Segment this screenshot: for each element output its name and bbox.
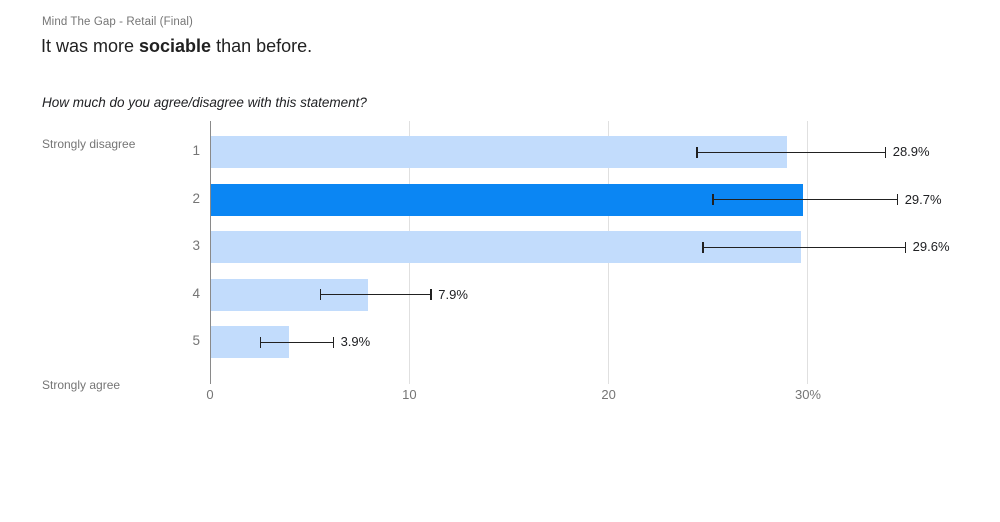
error-bar-cap-left: [319, 289, 322, 300]
error-bar-cap-left: [712, 194, 714, 205]
bar-category-label: 1: [192, 143, 200, 158]
error-bar-cap-right: [884, 146, 887, 158]
scale-endpoint-strongly-disagree: Strongly disagree: [42, 137, 136, 151]
x-tick-label: 30%: [794, 387, 821, 402]
question-title: It was more sociable than before.: [41, 33, 312, 59]
error-bar-cap-right: [430, 289, 432, 300]
error-bar-line: [259, 341, 334, 343]
x-gridline: [807, 121, 809, 384]
bar-value-label: 28.9%: [892, 144, 930, 159]
bar-category-label: 3: [192, 238, 200, 253]
bar-value-label: 3.9%: [340, 334, 371, 349]
error-bar-cap-left: [259, 336, 262, 348]
error-bar-cap-left: [696, 146, 698, 158]
y-axis-line: [209, 121, 211, 384]
bar-category-label: 5: [192, 333, 200, 348]
x-tick-label: 20: [601, 387, 616, 402]
error-bar-line: [702, 246, 906, 248]
error-bar-cap-right: [332, 336, 335, 348]
error-bar-cap-right: [896, 194, 899, 205]
scale-endpoint-strongly-agree: Strongly agree: [42, 378, 121, 392]
bar-value-label: 29.7%: [904, 191, 942, 207]
bar-scale-2[interactable]: [211, 183, 803, 216]
bar-value-label: 29.6%: [912, 239, 950, 254]
error-bar-cap-right: [904, 241, 907, 253]
x-tick-label: 0: [206, 387, 214, 402]
error-bar-cap-left: [702, 241, 704, 253]
form-title: Mind The Gap - Retail (Final): [42, 16, 193, 28]
error-bar-line: [319, 294, 432, 295]
error-bar-line: [712, 199, 898, 200]
question-title-prefix: It was more: [41, 36, 140, 56]
bar-value-label: 7.9%: [438, 286, 468, 302]
error-bar-line: [696, 151, 886, 153]
question-title-bold-word: sociable: [139, 36, 212, 56]
bar-category-label: 2: [192, 190, 200, 206]
question-title-suffix: than before.: [211, 36, 313, 56]
question-prompt: How much do you agree/disagree with this…: [42, 95, 367, 110]
bar-scale-1[interactable]: [211, 136, 788, 168]
bar-category-label: 4: [192, 285, 200, 301]
x-tick-label: 10: [402, 387, 417, 402]
